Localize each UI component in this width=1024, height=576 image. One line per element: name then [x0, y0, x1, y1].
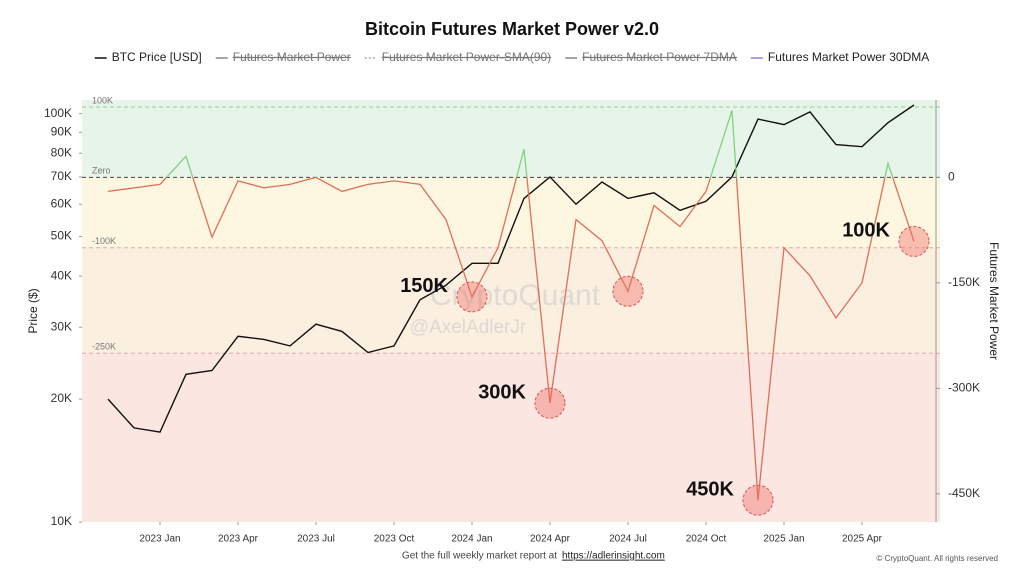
annotation-label: 150K — [400, 275, 448, 297]
y2-tick-label: -300K — [948, 381, 980, 395]
legend-item[interactable]: Futures Market Power 30DMA — [750, 50, 929, 64]
y-axis-title: Price ($) — [26, 288, 40, 333]
y-tick-label: 50K — [51, 229, 72, 243]
legend-item[interactable]: Futures Market Power — [215, 50, 351, 64]
y-tick-label: 90K — [51, 125, 72, 139]
zone-band — [82, 247, 940, 354]
annotation-circle — [898, 225, 930, 257]
legend: BTC Price [USD] Futures Market Power Futur… — [94, 50, 929, 64]
zone-label: Zero — [92, 166, 111, 176]
x-tick-label: 2024 Jul — [609, 534, 647, 545]
x-tick-label: 2024 Apr — [530, 534, 571, 545]
zone-label: -250K — [92, 342, 116, 352]
legend-item[interactable]: Futures Market Power 7DMA — [565, 50, 737, 64]
y2-axis-title: Futures Market Power — [987, 242, 1001, 360]
x-tick-label: 2025 Apr — [842, 534, 883, 545]
zone-band — [82, 177, 940, 248]
legend-item[interactable]: BTC Price [USD] — [94, 50, 202, 64]
annotation-circle — [534, 387, 566, 419]
series-line — [107, 104, 915, 433]
zone-band — [82, 100, 940, 178]
y-tick-label: 70K — [51, 169, 72, 183]
footer-link[interactable]: https://adlerinsight.com — [562, 551, 665, 562]
zone-label: -100K — [92, 236, 116, 246]
zone-label: 100K — [92, 95, 113, 105]
y-tick-label: 10K — [51, 514, 72, 528]
annotation-circle — [612, 275, 644, 307]
footer-text: Get the full weekly market report at — [402, 551, 557, 562]
y-tick-label: 100K — [44, 106, 72, 120]
legend-label: Futures Market Power-SMA(90) — [382, 50, 551, 64]
x-tick-label: 2023 Apr — [218, 534, 259, 545]
x-tick-label: 2023 Oct — [374, 534, 415, 545]
y2-tick-label: -450K — [948, 486, 980, 500]
zone-band — [82, 353, 940, 522]
x-tick-label: 2025 Jan — [763, 534, 804, 545]
watermark-handle: @AxelAdlerJr — [410, 317, 527, 338]
y-tick-label: 30K — [51, 319, 72, 333]
y2-tick-label: 0 — [948, 170, 955, 184]
x-tick-label: 2024 Jan — [451, 534, 492, 545]
y-tick-label: 20K — [51, 391, 72, 405]
legend-label: BTC Price [USD] — [112, 50, 202, 64]
y-tick-label: 60K — [51, 196, 72, 210]
watermark: CryptoQuant — [430, 279, 601, 312]
annotation-label: 100K — [842, 220, 890, 242]
y-tick-label: 40K — [51, 268, 72, 282]
y-tick-label: 80K — [51, 145, 72, 159]
legend-label: Futures Market Power 30DMA — [768, 50, 929, 64]
legend-label: Futures Market Power — [233, 50, 351, 64]
legend-label: Futures Market Power 7DMA — [582, 50, 737, 64]
copyright: © CryptoQuant. All rights reserved — [877, 554, 999, 563]
annotation-label: 450K — [686, 478, 734, 500]
x-tick-label: 2023 Jul — [297, 534, 335, 545]
x-tick-label: 2023 Jan — [139, 534, 180, 545]
annotation-circle — [456, 281, 488, 313]
zone-backgrounds — [82, 100, 940, 522]
chart-title: Bitcoin Futures Market Power v2.0 — [365, 19, 659, 39]
x-tick-label: 2024 Oct — [686, 534, 727, 545]
annotation-circle — [742, 484, 774, 516]
annotation-label: 300K — [478, 381, 526, 403]
plot-area: 100K Zero -100K -250K 10K 20K 30K 40K 50K 60K 70K 8… — [44, 95, 980, 544]
y2-tick-label: -150K — [948, 275, 980, 289]
series-line-below — [107, 177, 915, 501]
legend-item[interactable]: Futures Market Power-SMA(90) — [364, 50, 551, 64]
